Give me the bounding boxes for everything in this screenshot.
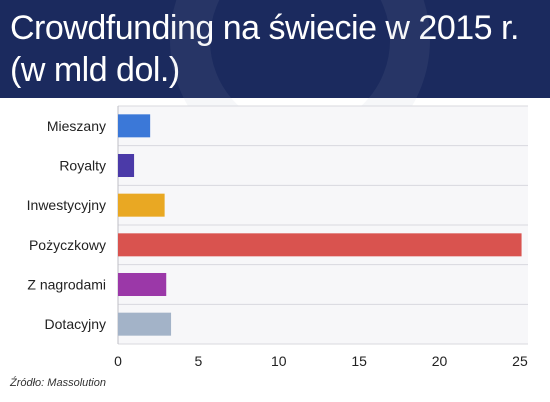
bar-pożyczkowy (118, 233, 522, 257)
category-label: Royalty (59, 158, 106, 174)
category-label: Z nagrodami (27, 277, 106, 293)
x-tick-label: 10 (271, 353, 287, 369)
category-label: Pożyczkowy (29, 237, 106, 253)
chart-title-line-2: (w mld dol.) (10, 51, 180, 89)
category-label: Inwestycyjny (27, 197, 106, 213)
category-label: Dotacyjny (45, 316, 106, 332)
bar-mieszany (118, 114, 151, 138)
x-tick-label: 5 (194, 353, 202, 369)
x-tick-label: 20 (432, 353, 448, 369)
category-label: Mieszany (47, 118, 106, 134)
bar-royalty (118, 153, 135, 178)
x-tick-label: 0 (114, 353, 122, 369)
x-tick-label: 25 (512, 353, 528, 369)
bar-inwestycyjny (118, 193, 165, 217)
source-note: Źródło: Massolution (10, 377, 106, 389)
bar-chart: Mieszany Royalty Inwestycyjny Pożyczkowy Z n… (27, 105, 528, 369)
x-tick-label: 15 (351, 353, 367, 369)
bar-z-nagrodami (118, 272, 167, 297)
bar-dotacyjny (118, 312, 172, 336)
